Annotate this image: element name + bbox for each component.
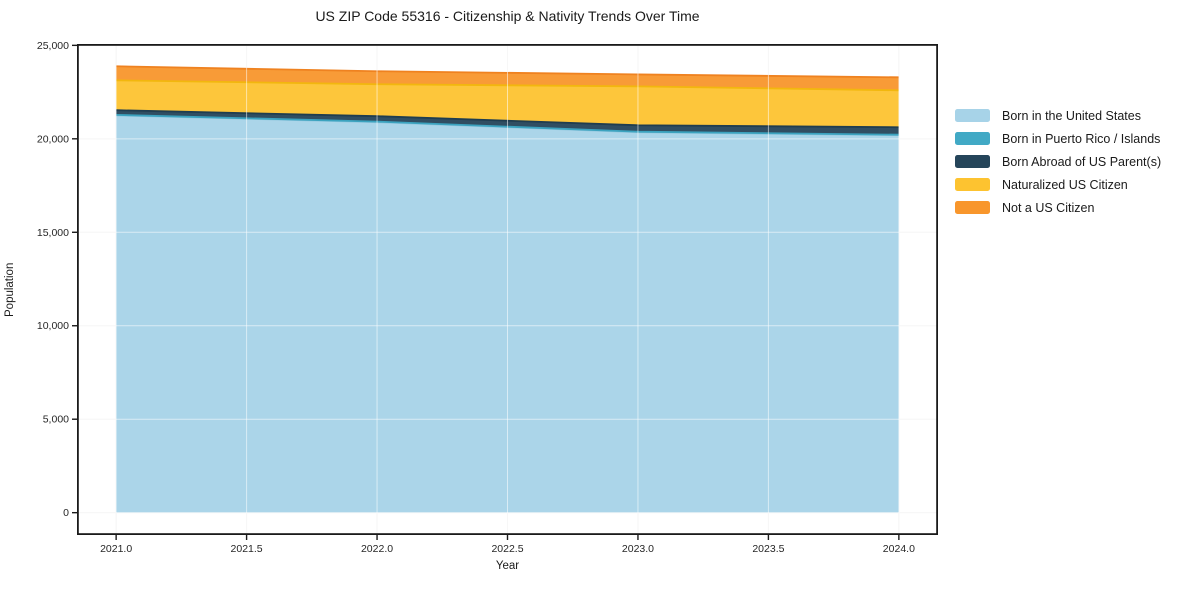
legend-label: Born Abroad of US Parent(s) — [1002, 154, 1162, 169]
legend-item: Born in Puerto Rico / Islands — [955, 127, 1161, 150]
y-axis-label: Population — [4, 262, 16, 318]
legend-item: Born Abroad of US Parent(s) — [955, 150, 1161, 173]
legend-item: Born in the United States — [955, 104, 1161, 127]
x-tick-label: 2021.0 — [100, 543, 132, 555]
x-tick-label: 2023.0 — [622, 543, 654, 555]
legend-label: Born in Puerto Rico / Islands — [1002, 131, 1161, 146]
legend-label: Not a US Citizen — [1002, 200, 1095, 215]
y-tick-label: 20,000 — [37, 133, 69, 145]
y-tick-label: 10,000 — [37, 320, 69, 332]
x-tick-label: 2022.5 — [491, 543, 523, 555]
y-tick-label: 0 — [63, 507, 69, 519]
x-axis-label: Year — [495, 560, 520, 572]
x-tick-label: 2024.0 — [883, 543, 915, 555]
legend-swatch — [955, 109, 990, 122]
legend-item: Naturalized US Citizen — [955, 173, 1161, 196]
legend-item: Not a US Citizen — [955, 196, 1161, 219]
legend-label: Naturalized US Citizen — [1002, 177, 1128, 192]
plot-spines — [76, 43, 939, 536]
y-tick-label: 5,000 — [43, 414, 69, 426]
y-tick-label: 25,000 — [37, 40, 69, 52]
x-tick-label: 2022.0 — [361, 543, 393, 555]
legend-swatch — [955, 201, 990, 214]
legend-swatch — [955, 155, 990, 168]
y-tick-label: 15,000 — [37, 227, 69, 239]
legend-label: Born in the United States — [1002, 108, 1141, 123]
x-tick-label: 2021.5 — [231, 543, 263, 555]
legend: Born in the United States Born in Puerto … — [955, 104, 1161, 219]
chart-title: US ZIP Code 55316 - Citizenship & Nativi… — [315, 8, 700, 24]
stacked-area-plot: 2021.0 2021.5 2022.0 2022.5 2023.0 2023.5 2024… — [37, 40, 939, 555]
legend-swatch — [955, 178, 990, 191]
x-tick-label: 2023.5 — [752, 543, 784, 555]
legend-swatch — [955, 132, 990, 145]
